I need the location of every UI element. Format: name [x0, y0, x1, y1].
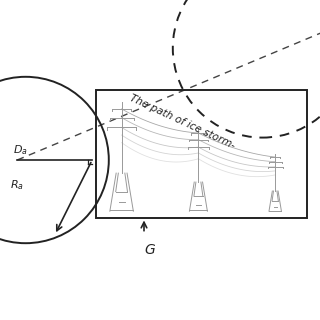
Bar — [96, 90, 307, 218]
Text: The path of ice storm-: The path of ice storm- — [128, 93, 236, 151]
Text: $D_a$: $D_a$ — [13, 143, 28, 157]
Text: $R_a$: $R_a$ — [10, 179, 24, 193]
Text: $G$: $G$ — [144, 243, 156, 257]
